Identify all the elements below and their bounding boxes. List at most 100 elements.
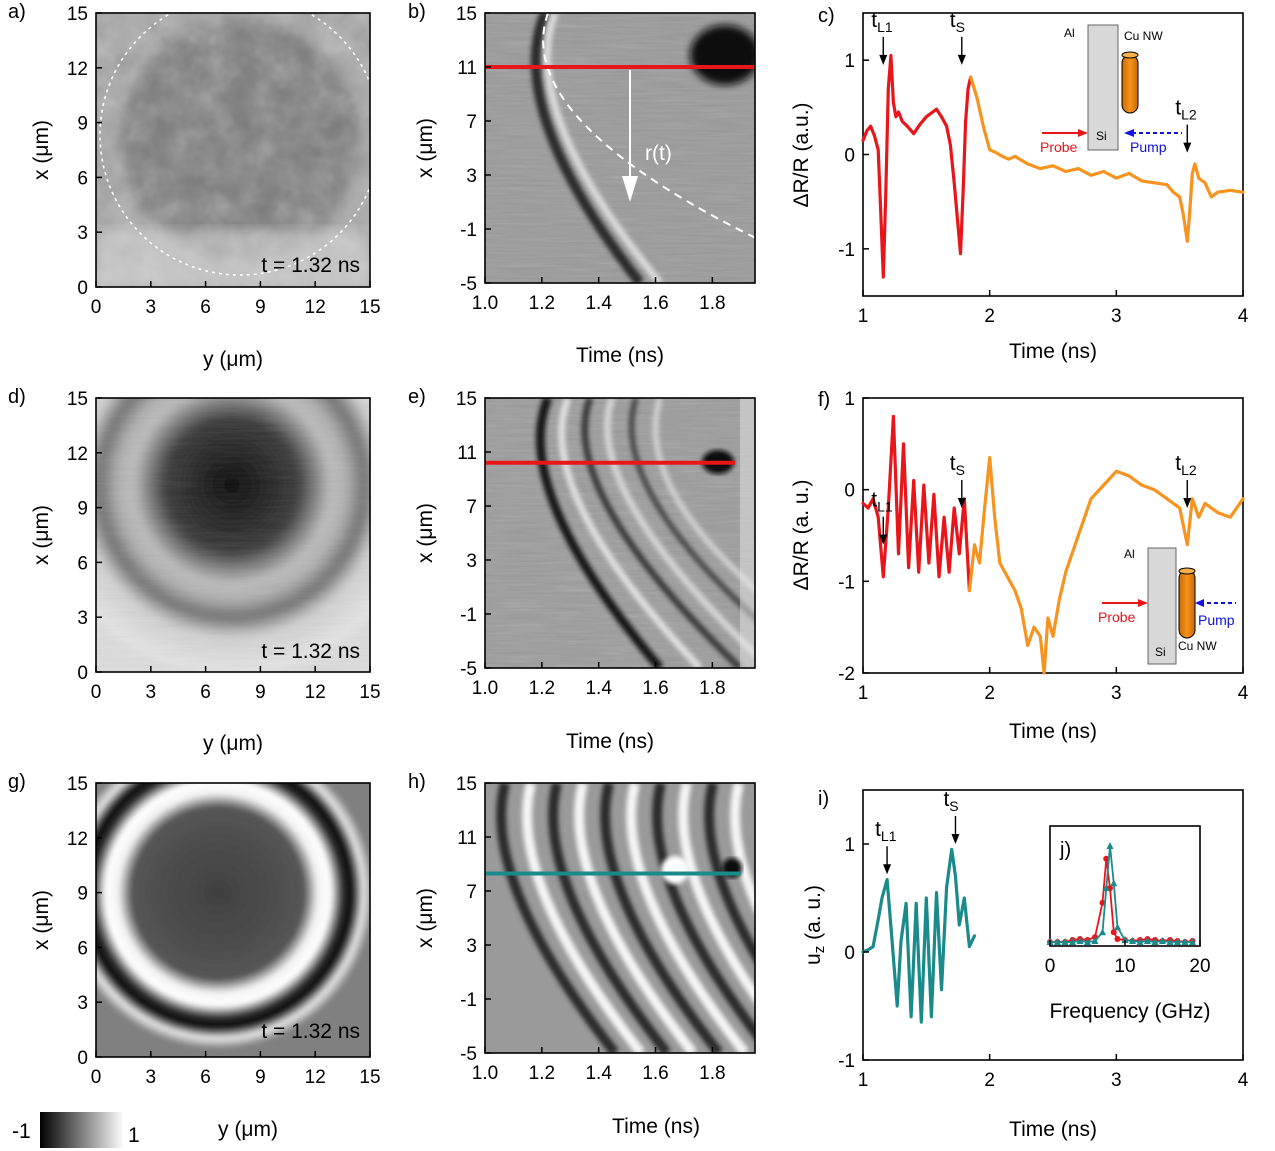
ylabel-c: ΔR/R (a.u.) xyxy=(790,102,813,207)
r-arrow-label: r(t) xyxy=(645,142,672,165)
x-tick-label: 4 xyxy=(1238,683,1249,704)
y-tick-label: 7 xyxy=(466,882,477,903)
spectrum-point xyxy=(1103,855,1110,862)
heatmap-g xyxy=(96,783,370,1057)
x-tick-label: 6 xyxy=(200,297,211,318)
x-tick-label: 9 xyxy=(255,1067,266,1088)
inset-f: Al Si Cu NW Probe Pump xyxy=(1098,547,1236,665)
inset-wire-c: Cu NW xyxy=(1124,29,1163,43)
ylabel-h: x (μm) xyxy=(414,888,437,948)
spectrum-point xyxy=(1136,938,1144,945)
y-tick-label: 7 xyxy=(466,497,477,518)
xlabel-b: Time (ns) xyxy=(576,344,664,367)
xlabel-e: Time (ns) xyxy=(566,730,654,753)
marker-label: tS xyxy=(943,788,958,814)
spectrum-point xyxy=(1121,936,1129,944)
marker-arrowhead xyxy=(879,534,888,545)
x-tick-label: 3 xyxy=(1111,1070,1122,1091)
xlabel-g: y (μm) xyxy=(218,1118,278,1141)
y-tick-label: 15 xyxy=(67,774,88,795)
x-tick-label: 3 xyxy=(1111,306,1122,327)
spectrum-point xyxy=(1106,841,1114,849)
time-annotation-g: t = 1.32 ns xyxy=(261,1020,360,1043)
panel-label-d: d) xyxy=(8,386,26,408)
spectrum-point xyxy=(1054,938,1061,945)
x-tick-label: 1.8 xyxy=(699,1063,725,1084)
nanowire-c xyxy=(1121,54,1139,114)
ylabel-e: x (μm) xyxy=(414,503,437,563)
front-stripe xyxy=(678,783,755,1005)
y-tick-label: -1 xyxy=(838,240,855,261)
ylabel-a: x (μm) xyxy=(30,120,53,180)
x-tick-label: 12 xyxy=(305,1067,326,1088)
x-tick-label: 0 xyxy=(91,1067,102,1088)
y-tick-label: -2 xyxy=(838,664,855,685)
spectrum-point xyxy=(1114,923,1121,931)
y-tick-label: 12 xyxy=(67,829,88,850)
spectrum-point xyxy=(1159,937,1166,945)
series-line-1 xyxy=(967,456,1245,675)
marker-label: tL2 xyxy=(1175,97,1197,123)
y-tick-label: 15 xyxy=(67,389,88,410)
y-tick-label: 9 xyxy=(77,884,88,905)
x-tick-label: 2 xyxy=(984,306,995,327)
y-tick-label: 6 xyxy=(77,168,88,189)
axes-a: 0 3 6 9 12 15 0 3 6 9 12 15 xyxy=(67,4,381,318)
x-tick-label: 15 xyxy=(359,1067,380,1088)
markers-i: tL1 tS xyxy=(875,788,960,875)
x-tick-label: 1.0 xyxy=(472,1063,498,1084)
x-tick-label: 1 xyxy=(858,683,869,704)
x-tick-label: 1.4 xyxy=(585,1063,612,1084)
time-annotation-a: t = 1.32 ns xyxy=(261,254,360,277)
colorbar-gradient xyxy=(40,1112,124,1148)
inset-si-c: Si xyxy=(1096,129,1107,143)
y-tick-label: 15 xyxy=(456,389,477,410)
inset-wire-f: Cu NW xyxy=(1178,639,1217,653)
panel-j: j) 0 10 20 Frequency (GHz) xyxy=(1045,825,1211,1023)
panel-label-e: e) xyxy=(408,386,426,408)
x-tick-label: 0 xyxy=(91,297,102,318)
y-tick-label: 0 xyxy=(844,146,855,167)
y-tick-label: 15 xyxy=(456,774,477,795)
marker-arrowhead xyxy=(957,54,966,65)
x-tick-label: 1.2 xyxy=(529,293,555,314)
spectrum-point xyxy=(1166,938,1174,945)
simulated-fronts xyxy=(496,783,755,1053)
lines-c xyxy=(861,53,1245,279)
y-tick-label: 15 xyxy=(456,4,477,25)
lines-f xyxy=(861,414,1245,675)
xlabel-a: y (μm) xyxy=(203,348,263,371)
y-tick-label: -1 xyxy=(460,220,477,241)
y-tick-label: 7 xyxy=(466,112,477,133)
pump-label-c: Pump xyxy=(1130,139,1167,155)
x-tick-label: 15 xyxy=(359,297,380,318)
y-tick-label: 0 xyxy=(844,943,855,964)
panel-label-j: j) xyxy=(1059,839,1071,861)
spectrum-point xyxy=(1102,884,1110,892)
front-stripe xyxy=(496,783,619,1053)
x-tick-label: 3 xyxy=(146,1067,157,1088)
marker-label: tS xyxy=(950,452,965,478)
spectrum-point xyxy=(1061,938,1069,945)
x-tick-label: 2 xyxy=(984,683,995,704)
ylabel-g: x (μm) xyxy=(30,890,53,950)
y-tick-label: 0 xyxy=(77,278,88,299)
axes-e: 1.0 1.2 1.4 1.6 1.8 -5 -1 3 7 11 15 xyxy=(456,389,726,699)
spectrum-point xyxy=(1110,879,1118,887)
series-line-0 xyxy=(861,414,972,593)
marker-arrowhead xyxy=(879,54,888,65)
heatmap-d xyxy=(96,398,370,672)
y-tick-label: -1 xyxy=(838,1051,855,1072)
marker-arrowhead xyxy=(951,834,960,844)
x-tick-label: 12 xyxy=(305,682,326,703)
x-tick-label: 0 xyxy=(91,682,102,703)
x-tick-label: 9 xyxy=(255,682,266,703)
panel-label-f: f) xyxy=(818,389,830,411)
y-tick-label: 15 xyxy=(67,4,88,25)
front-stripe xyxy=(574,783,697,1053)
y-tick-label: 3 xyxy=(466,936,477,957)
x-tick-label: 1.6 xyxy=(642,293,668,314)
front-stripe xyxy=(548,783,671,1053)
